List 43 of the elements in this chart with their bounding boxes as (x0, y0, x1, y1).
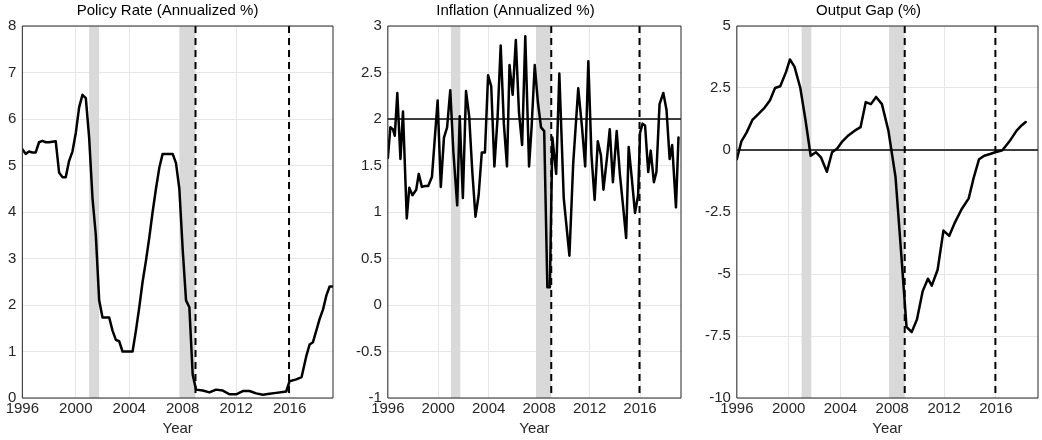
y-tick-label: 0.5 (360, 248, 382, 266)
y-tick-label: 3 (8, 248, 17, 266)
chart-title: Output Gap (%) (815, 1, 922, 19)
x-tick-label: 2012 (927, 399, 961, 417)
y-tick-label: 4 (8, 202, 17, 220)
y-tick-label: -5 (717, 264, 731, 282)
x-tick-label: 2016 (272, 399, 307, 417)
chart-title: Policy Rate (Annualized %) (76, 1, 259, 19)
y-tick-label: -0.5 (355, 341, 382, 359)
y-tick-label: -2.5 (704, 202, 731, 220)
y-tick-label: 2 (373, 109, 382, 127)
x-axis-title: Year (519, 419, 550, 437)
y-tick-label: 2 (8, 295, 17, 313)
x-axis-title: Year (872, 419, 903, 437)
y-tick-label: 5 (8, 155, 17, 173)
x-axis-title: Year (162, 419, 193, 437)
x-tick-label: 2012 (219, 399, 253, 417)
x-tick-label: 2000 (771, 399, 806, 417)
x-tick-label: 2012 (572, 399, 607, 417)
x-tick-label: 2008 (522, 399, 556, 417)
y-tick-label: 1 (373, 202, 382, 220)
chart-title: Inflation (Annualized %) (436, 1, 595, 19)
y-tick-label: 0 (722, 140, 731, 158)
x-tick-label: 2016 (623, 399, 657, 417)
y-tick-label: 3 (373, 16, 382, 34)
y-tick-label: 6 (8, 109, 17, 127)
x-tick-label: 2004 (823, 399, 858, 417)
y-tick-label: 7 (8, 62, 17, 80)
x-tick-label: 2000 (421, 399, 455, 417)
y-tick-label: 0 (373, 295, 382, 313)
x-tick-label: 2000 (59, 399, 93, 417)
x-tick-label: 2008 (165, 399, 200, 417)
y-tick-label: 1.5 (360, 155, 382, 173)
y-tick-label: 5 (722, 16, 731, 34)
y-tick-label: -7.5 (704, 326, 731, 344)
y-tick-label: 2.5 (709, 78, 731, 96)
x-tick-label: 2004 (472, 399, 506, 417)
y-tick-label: 1 (8, 341, 17, 359)
x-tick-label: 2016 (979, 399, 1013, 417)
x-tick-label: 2008 (875, 399, 909, 417)
y-tick-label: 2.5 (360, 62, 382, 80)
y-tick-label: 8 (8, 16, 17, 34)
x-tick-label: 2004 (112, 399, 146, 417)
